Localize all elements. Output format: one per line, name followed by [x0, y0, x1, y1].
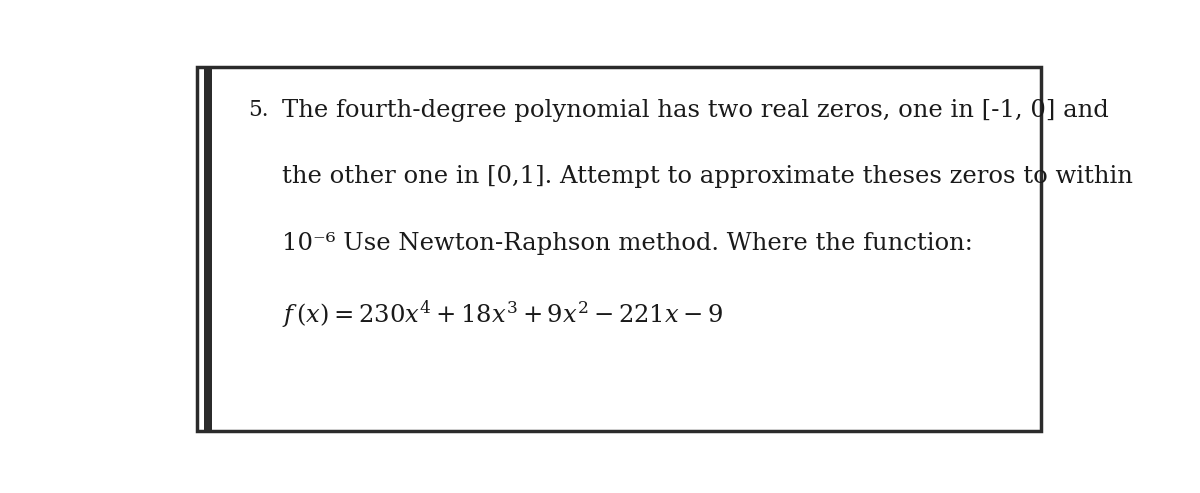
Text: $f\,(x) = 230x^4 + 18x^3 + 9x^2 - 221x - 9$: $f\,(x) = 230x^4 + 18x^3 + 9x^2 - 221x -…: [282, 298, 724, 330]
Text: 10⁻⁶ Use Newton-Raphson method. Where the function:: 10⁻⁶ Use Newton-Raphson method. Where th…: [282, 232, 973, 255]
Bar: [204, 67, 212, 431]
Text: The fourth-degree polynomial has two real zeros, one in [-1, 0] and: The fourth-degree polynomial has two rea…: [282, 99, 1109, 122]
Text: the other one in [0,1]. Attempt to approximate theses zeros to within: the other one in [0,1]. Attempt to appro…: [282, 166, 1133, 188]
Text: 5.: 5.: [247, 99, 268, 121]
